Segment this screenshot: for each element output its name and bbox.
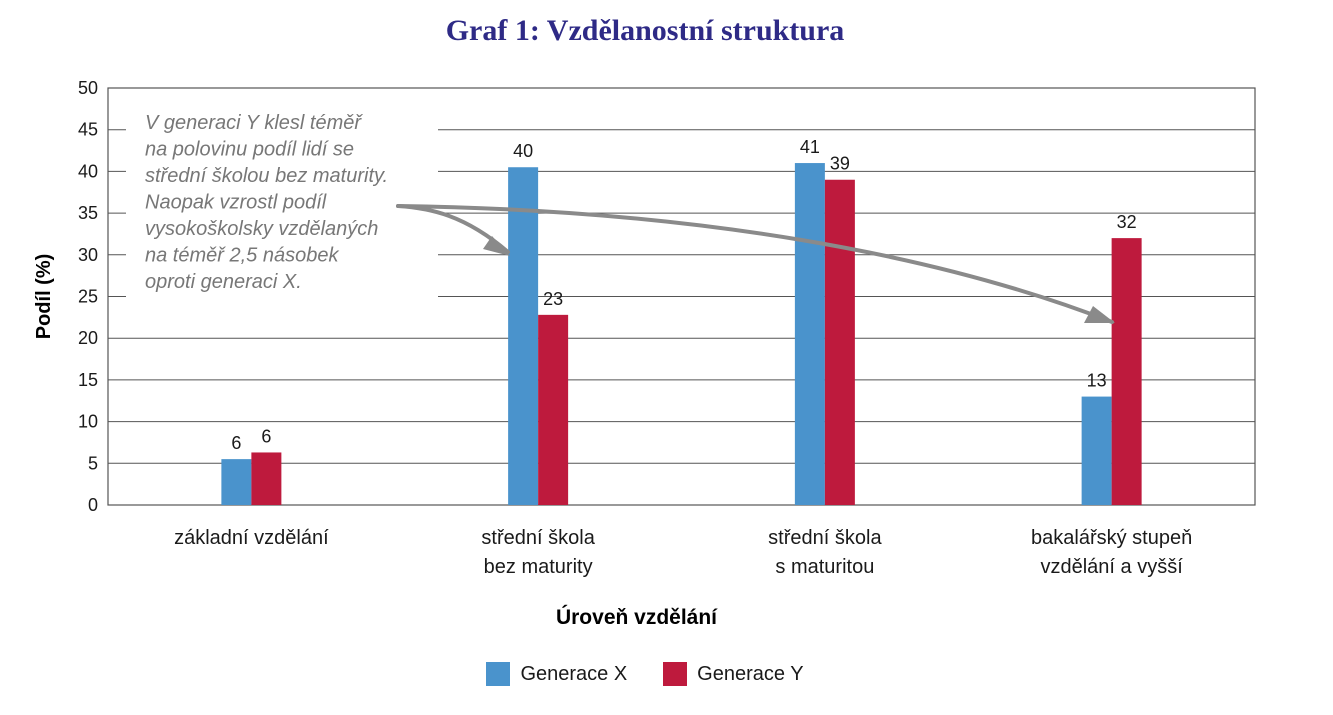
legend-item-generace-y: Generace Y: [663, 662, 804, 686]
x-tick-label: základní vzdělání: [174, 527, 329, 549]
axis-layer: 0 5 10 15 20 25 30 35 40 45 50 Podíl (%) základní vz…: [33, 78, 1256, 629]
data-label: 6: [231, 433, 241, 453]
bar: [221, 459, 252, 505]
y-tick-label: 35: [78, 203, 98, 223]
bar: [1111, 238, 1142, 505]
annotation-text: na téměř 2,5 násobek: [145, 245, 339, 267]
x-tick-label: bakalářský stupeň: [1031, 527, 1192, 549]
bar: [1081, 396, 1112, 505]
plot-frame: [107, 87, 1256, 506]
annotation-arrowhead: [483, 236, 510, 256]
x-axis-label: Úroveň vzdělání: [556, 605, 718, 629]
x-tick-label: vzdělání a vyšší: [1040, 556, 1183, 578]
bars-layer: [221, 163, 1142, 506]
bar: [508, 167, 539, 506]
y-tick-label: 25: [78, 287, 98, 307]
annotation-text: oproti generaci X.: [145, 271, 302, 293]
labels-layer: 6 40 41 13 6 23 39 32: [231, 137, 1136, 453]
data-label: 39: [830, 154, 850, 174]
annotation-layer: V generaci Y klesl téměř na polovinu podí…: [126, 108, 1115, 324]
annotation-text: Naopak vzrostl podíl: [145, 192, 327, 214]
y-tick-label: 45: [78, 120, 98, 140]
data-label: 41: [800, 137, 820, 157]
data-label: 23: [543, 289, 563, 309]
bar: [251, 452, 282, 505]
legend-swatch-generace-y: [663, 662, 688, 686]
y-tick-label: 30: [78, 245, 98, 265]
annotation-text: vysokoškolsky vzdělaných: [145, 218, 378, 240]
legend-swatch-generace-x: [486, 662, 511, 686]
bar: [824, 179, 855, 506]
data-label: 32: [1117, 212, 1137, 232]
legend-label-generace-x: Generace X: [520, 662, 628, 685]
y-tick-label: 50: [78, 78, 98, 98]
y-tick-label: 5: [88, 453, 98, 473]
legend: Generace X Generace Y: [0, 662, 1290, 686]
y-tick-label: 20: [78, 328, 98, 348]
annotation-text: na polovinu podíl lidí se: [145, 139, 354, 161]
x-tick-label: střední škola: [768, 527, 882, 549]
data-label: 6: [261, 426, 271, 446]
x-tick-label: střední škola: [481, 527, 595, 549]
y-tick-label: 40: [78, 161, 98, 181]
annotation-arrow: [396, 204, 1114, 324]
y-tick-label: 15: [78, 370, 98, 390]
data-label: 40: [513, 141, 533, 161]
annotation-text: V generaci Y klesl téměř: [145, 112, 363, 134]
annotation-background: [126, 108, 438, 304]
data-label: 13: [1087, 371, 1107, 391]
x-tick-label: bez maturity: [484, 556, 593, 578]
legend-item-generace-x: Generace X: [486, 662, 627, 686]
x-tick-label: s maturitou: [775, 556, 874, 578]
annotation-arrowhead: [1084, 306, 1115, 323]
y-axis-label: Podíl (%): [33, 254, 55, 340]
y-tick-label: 10: [78, 412, 98, 432]
bar: [538, 314, 569, 505]
bar: [794, 163, 825, 505]
legend-label-generace-y: Generace Y: [697, 662, 804, 685]
annotation-text: střední školou bez maturity.: [145, 165, 388, 187]
y-tick-label: 0: [88, 495, 98, 515]
chart-title: Graf 1: Vzdělanostní struktura: [445, 14, 845, 47]
